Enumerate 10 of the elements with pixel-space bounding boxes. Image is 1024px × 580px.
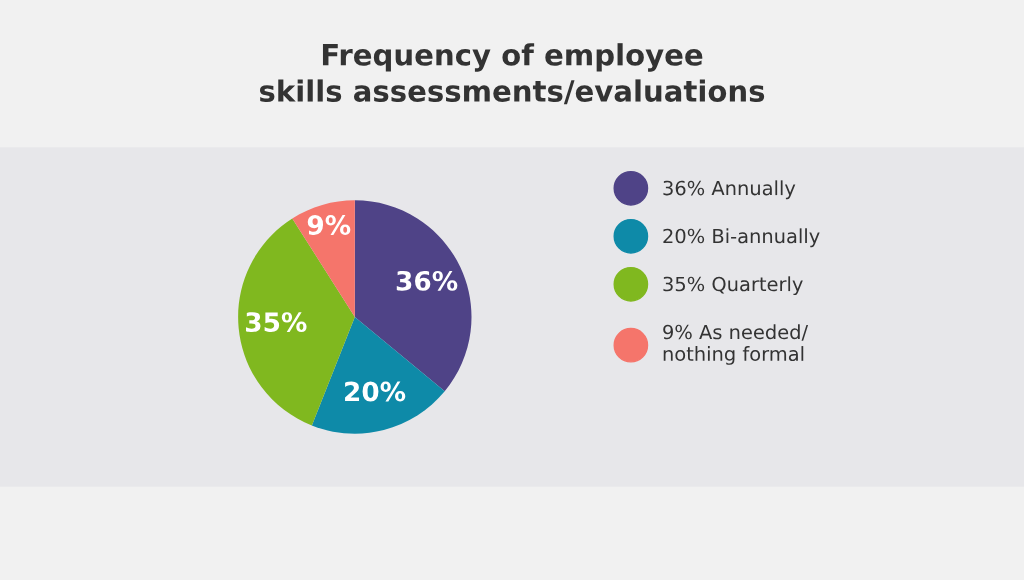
data-label: 20%	[345, 381, 406, 402]
legend-label: 20% Bi-annually	[663, 228, 820, 248]
data-label: 35%	[246, 312, 307, 333]
data-label: 9%	[307, 215, 351, 235]
legend-label: 9% As needed/ nothing formal	[663, 324, 809, 365]
legend-label: 35% Quarterly	[663, 276, 803, 296]
data-label: 36%	[396, 270, 458, 291]
pie-slice	[311, 316, 445, 434]
legend-label: 36% Annually	[663, 180, 796, 200]
chart-title: Frequency of employee skills assessments/evaluations	[259, 43, 765, 105]
